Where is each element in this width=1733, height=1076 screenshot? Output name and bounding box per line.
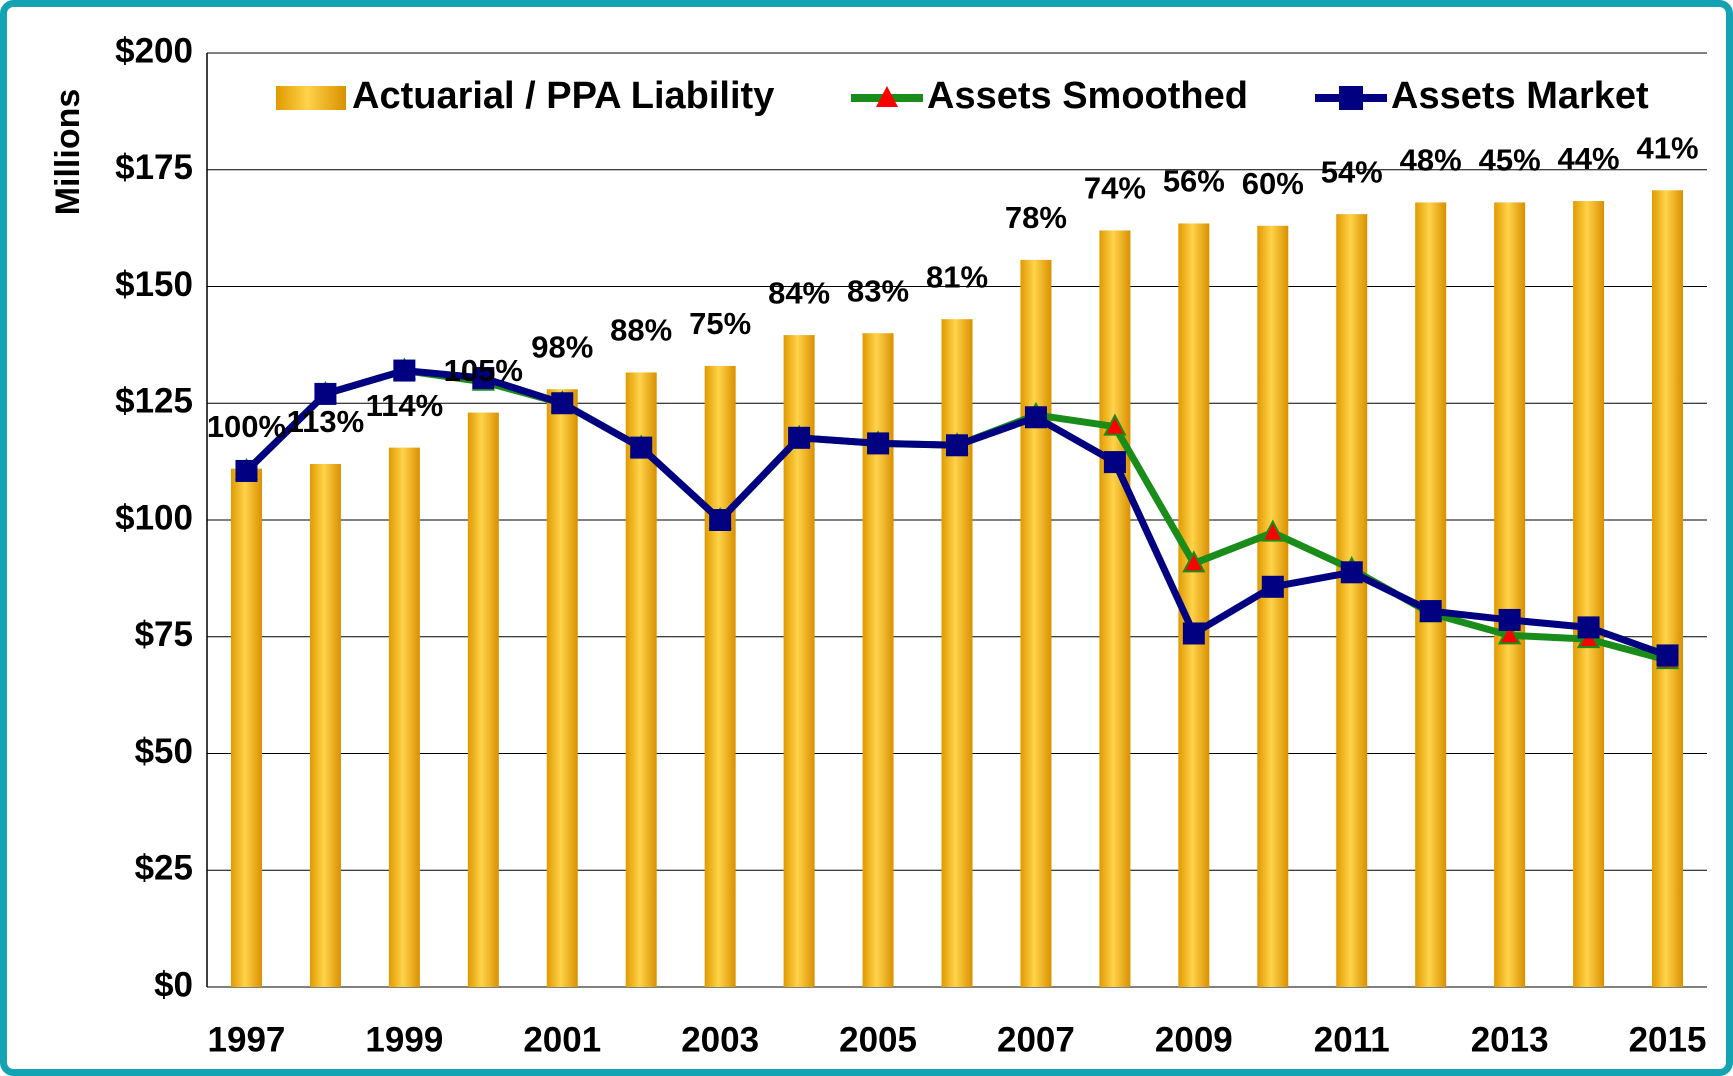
bar: [1415, 202, 1447, 987]
bar: [1336, 214, 1368, 988]
annotation: 114%: [366, 388, 444, 423]
bar: [1494, 202, 1526, 987]
marker: [1182, 550, 1206, 573]
annotation: 45%: [1479, 143, 1541, 178]
x-tick-label: 2005: [839, 1020, 917, 1059]
y-tick-label: $200: [115, 31, 193, 70]
marker: [314, 382, 337, 405]
marker: [1103, 413, 1127, 436]
bar: [1257, 225, 1289, 988]
bar: [1020, 259, 1052, 988]
bar: [546, 389, 578, 987]
y-tick-label: $0: [154, 965, 193, 1004]
marker: [1419, 600, 1442, 623]
legend-marker: [1339, 86, 1363, 110]
y-tick-label: $75: [135, 615, 193, 654]
marker: [709, 509, 732, 531]
annotation: 56%: [1163, 164, 1225, 199]
annotation: 84%: [768, 275, 830, 310]
y-tick-label: $100: [115, 498, 193, 537]
annotation: 75%: [689, 306, 751, 341]
marker: [788, 426, 811, 449]
y-tick-label: $125: [115, 382, 193, 421]
bar: [230, 468, 262, 987]
marker: [551, 392, 574, 415]
bar: [467, 412, 499, 988]
annotation: 54%: [1321, 154, 1383, 189]
marker: [1182, 622, 1205, 645]
y-tick-label: $25: [135, 849, 193, 888]
annotation: 48%: [1400, 143, 1462, 178]
x-tick-label: 2009: [1155, 1020, 1233, 1059]
bar: [1573, 201, 1605, 987]
annotation: 78%: [1005, 200, 1067, 235]
annotation: 88%: [610, 313, 672, 348]
x-tick-label: 2015: [1629, 1020, 1707, 1059]
bar: [1652, 190, 1684, 988]
bar: [309, 463, 341, 988]
marker: [1340, 561, 1363, 584]
marker: [1577, 616, 1600, 639]
legend-label: Actuarial / PPA Liability: [352, 75, 774, 117]
marker: [1103, 451, 1126, 474]
x-tick-label: 2003: [681, 1020, 759, 1059]
marker: [1656, 644, 1679, 667]
annotation: 83%: [847, 273, 909, 308]
marker: [1024, 406, 1047, 429]
annotation: 44%: [1558, 141, 1620, 176]
marker: [1261, 575, 1284, 598]
x-tick-label: 1999: [365, 1020, 443, 1059]
annotation: 60%: [1242, 166, 1304, 201]
y-tick-label: $150: [115, 265, 193, 304]
marker: [393, 359, 416, 382]
marker: [1261, 519, 1285, 542]
bar: [388, 447, 420, 987]
annotation: 113%: [287, 404, 365, 439]
x-tick-label: 2007: [997, 1020, 1075, 1059]
y-tick-label: $50: [135, 732, 193, 771]
bar: [625, 372, 657, 988]
legend-label: Assets Smoothed: [927, 75, 1248, 117]
marker: [235, 459, 258, 482]
x-tick-label: 1997: [208, 1020, 286, 1059]
annotation: 81%: [926, 259, 988, 294]
bar: [1099, 230, 1131, 987]
marker: [472, 367, 495, 390]
annotation: 41%: [1637, 130, 1699, 165]
x-tick-label: 2013: [1471, 1020, 1549, 1059]
y-tick-label: $175: [115, 148, 193, 187]
x-tick-label: 2001: [523, 1020, 601, 1059]
marker: [1497, 622, 1522, 645]
marker: [867, 432, 890, 455]
marker: [946, 434, 968, 457]
marker: [1498, 608, 1521, 631]
x-tick-label: 2011: [1314, 1020, 1390, 1059]
annotation: 74%: [1084, 171, 1146, 206]
legend-marker: [876, 86, 898, 107]
annotation: 105%: [444, 353, 523, 388]
legend-label: Assets Market: [1391, 75, 1649, 117]
legend-swatch: [276, 86, 346, 110]
annotation: 98%: [531, 329, 593, 364]
marker: [630, 436, 653, 459]
bar: [704, 365, 736, 987]
annotation: 100%: [207, 409, 286, 444]
bar: [941, 319, 973, 987]
y-axis-label: Millions: [49, 89, 87, 216]
